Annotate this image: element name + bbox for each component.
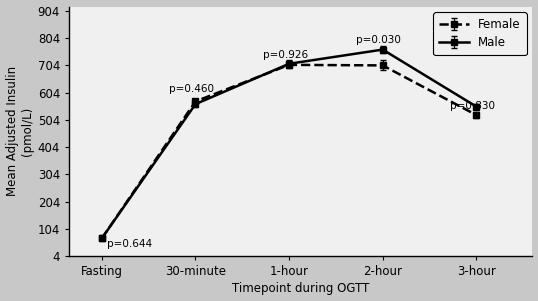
Text: p=0.926: p=0.926 [263, 50, 308, 60]
Legend: Female, Male: Female, Male [433, 12, 527, 55]
Y-axis label: Mean Adjusted Insulin
(pmol/L): Mean Adjusted Insulin (pmol/L) [5, 66, 33, 197]
Text: p=0.460: p=0.460 [169, 84, 214, 94]
Text: p=0.830: p=0.830 [450, 101, 495, 111]
X-axis label: Timepoint during OGTT: Timepoint during OGTT [232, 282, 370, 296]
Text: p=0.644: p=0.644 [107, 239, 152, 249]
Text: p=0.030: p=0.030 [357, 35, 401, 45]
